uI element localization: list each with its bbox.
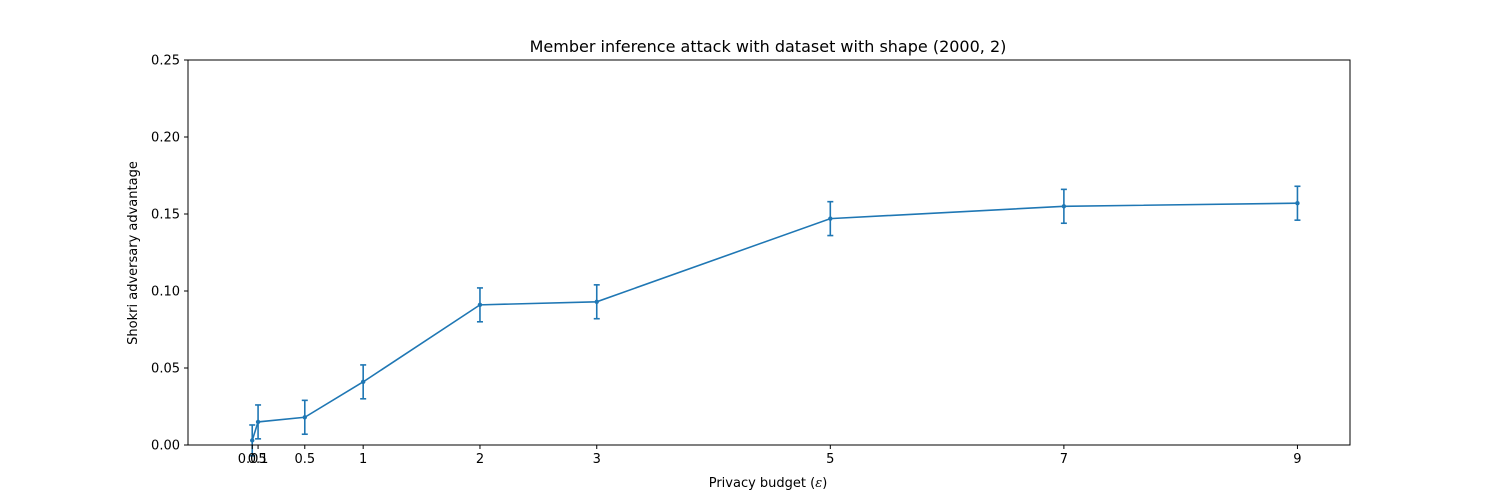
x-tick-label: 2: [476, 452, 484, 467]
data-point: [594, 299, 599, 304]
x-axis: 0.050.1 0.5 1 2 3 5 7 9: [238, 445, 1302, 467]
x-tick-label: 9: [1293, 452, 1301, 467]
y-tick-label: 0.15: [151, 208, 180, 223]
data-point: [250, 438, 255, 443]
y-tick-label: 0.20: [151, 131, 180, 146]
x-axis-label-suffix: ): [822, 476, 827, 491]
data-point: [255, 419, 261, 425]
x-tick-label: 1: [359, 452, 367, 467]
chart-title: Member inference attack with dataset wit…: [530, 37, 1007, 56]
y-tick-label: 0.05: [151, 362, 180, 377]
x-axis-label-symbol: ε: [815, 476, 822, 491]
x-axis-label-prefix: Privacy budget (: [709, 476, 816, 491]
data-point: [1061, 204, 1067, 209]
data-point: [477, 302, 483, 308]
x-tick-label: 0.05: [238, 452, 267, 467]
markers-layer: [250, 201, 1300, 443]
data-point: [828, 216, 833, 221]
data-point: [360, 379, 366, 385]
x-tick-label: 0.5: [294, 452, 315, 467]
x-tick-label: 7: [1060, 452, 1068, 467]
data-point: [1295, 201, 1300, 206]
x-tick-label: 3: [593, 452, 601, 467]
x-axis-label: Privacy budget (ε): [709, 476, 828, 491]
y-tick-label: 0.00: [151, 439, 180, 454]
y-tick-label: 0.25: [151, 54, 180, 69]
y-tick-label: 0.10: [151, 285, 180, 300]
plot-area-frame: [187, 59, 1351, 446]
y-axis: 0.00 0.05 0.10 0.15 0.20 0.25: [151, 54, 188, 454]
x-tick-label: 0.1: [248, 452, 269, 467]
data-point: [302, 415, 307, 420]
y-axis-label: Shokri adversary advantage: [126, 161, 141, 345]
x-tick-label: 5: [826, 452, 834, 467]
